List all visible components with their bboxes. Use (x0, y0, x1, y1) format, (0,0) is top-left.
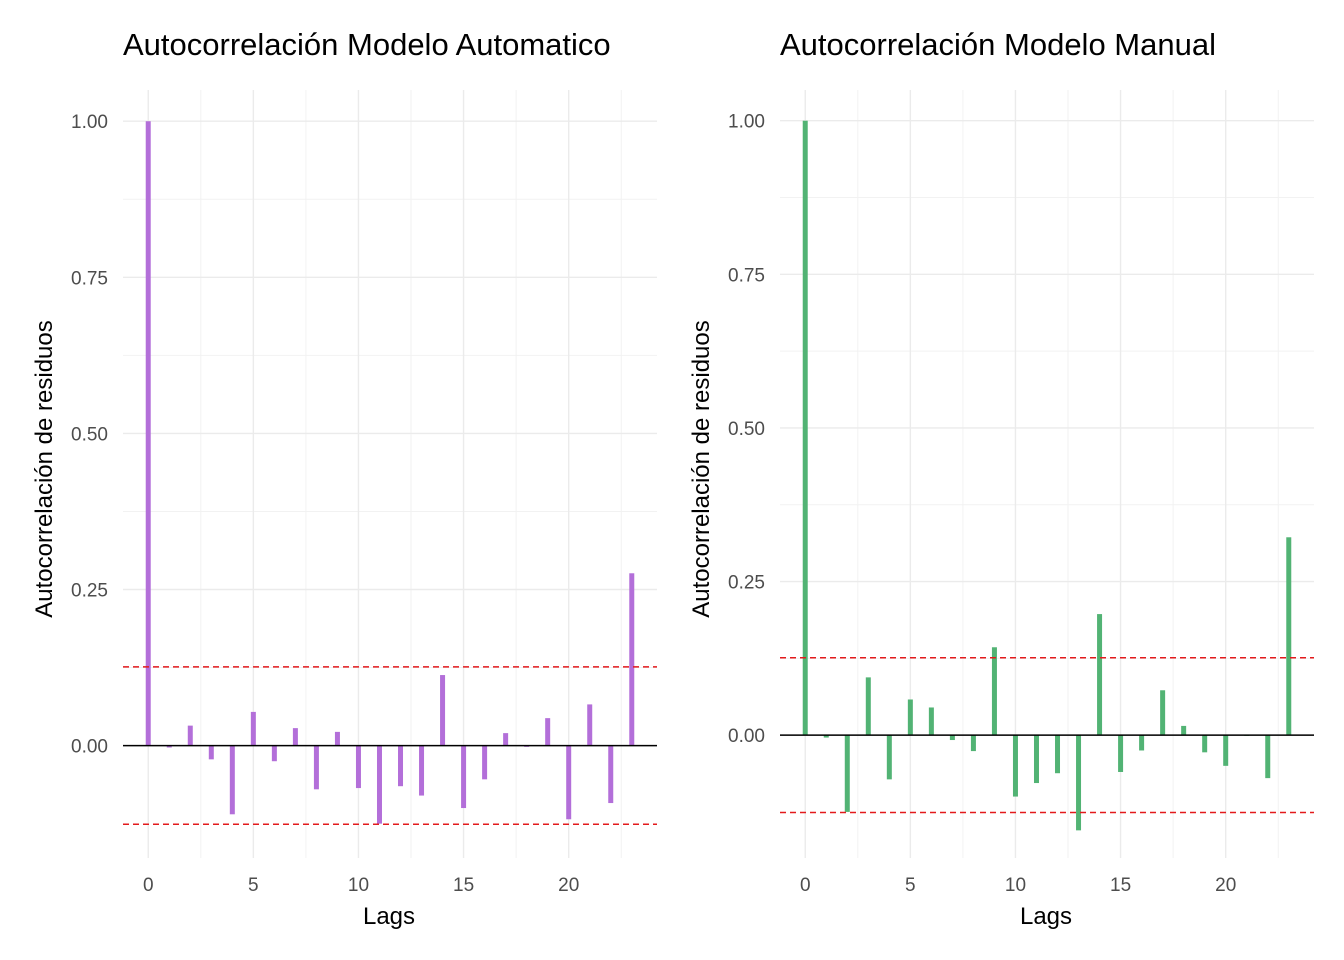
acf-bar (229, 745, 235, 815)
acf-bar (608, 745, 614, 804)
acf-bar (376, 745, 382, 824)
acf-bar (844, 735, 850, 812)
acf-bar (587, 704, 593, 746)
chart-title: Autocorrelación Modelo Automatico (123, 27, 611, 62)
x-tick-label: 5 (905, 875, 916, 896)
y-axis-title: Autocorrelación de residuos (31, 320, 58, 618)
acf-bar (313, 745, 319, 790)
acf-bar (1223, 735, 1229, 766)
x-tick-label: 10 (348, 875, 369, 896)
acf-bar (355, 745, 361, 789)
acf-bar (823, 735, 829, 738)
x-tick-label: 0 (800, 875, 811, 896)
x-tick-label: 20 (1215, 875, 1236, 896)
acf-bar (991, 647, 997, 736)
acf-bar (1265, 735, 1271, 779)
acf-bar (886, 735, 892, 780)
x-tick-label: 15 (453, 875, 474, 896)
acf-panel-manual: Autocorrelación Modelo Manual Lags Autoc… (688, 27, 1314, 930)
acf-bar (1139, 735, 1145, 751)
acf-bar (1181, 725, 1187, 736)
y-axis-title: Autocorrelación de residuos (688, 320, 715, 618)
acf-panel-automatico: Autocorrelación Modelo Automatico Lags A… (31, 27, 657, 930)
y-tick-label: 0.50 (71, 424, 108, 445)
acf-bar (1202, 735, 1208, 753)
acf-bars (802, 120, 1292, 831)
y-tick-label: 1.00 (728, 112, 765, 133)
acf-bar (271, 745, 277, 762)
acf-bars (145, 121, 635, 824)
x-tick-label: 20 (558, 875, 579, 896)
acf-bar (419, 745, 425, 796)
x-axis-title: Lags (363, 903, 415, 930)
acf-bar (461, 745, 467, 809)
acf-bar (1097, 614, 1103, 736)
acf-bar (334, 731, 340, 746)
acf-bar (292, 728, 298, 746)
grid (780, 90, 1314, 858)
acf-bar (440, 675, 446, 746)
acf-bar (1076, 735, 1082, 831)
acf-bar (1055, 735, 1061, 774)
acf-bar (1286, 537, 1292, 736)
grid (123, 90, 657, 858)
acf-bar (566, 745, 572, 820)
x-tick-label: 10 (1005, 875, 1026, 896)
chart-title: Autocorrelación Modelo Manual (780, 27, 1216, 62)
acf-bar (865, 677, 871, 736)
acf-bar (1118, 735, 1124, 772)
acf-bar (166, 745, 172, 748)
y-tick-label: 0.25 (728, 573, 765, 594)
acf-bar (250, 711, 256, 746)
acf-bar (187, 725, 193, 746)
acf-bar (1033, 735, 1039, 784)
acf-bar (208, 745, 214, 760)
acf-bar (1012, 735, 1018, 797)
acf-bar (398, 745, 404, 787)
acf-bar (928, 707, 934, 736)
acf-bar (545, 718, 551, 746)
y-tick-label: 0.75 (728, 265, 765, 286)
x-axis-title: Lags (1020, 903, 1072, 930)
acf-bar (145, 121, 151, 746)
acf-bar (482, 745, 488, 780)
acf-bar (1160, 690, 1166, 736)
acf-bar (907, 699, 913, 736)
x-tick-label: 5 (248, 875, 259, 896)
y-tick-label: 0.50 (728, 419, 765, 440)
acf-bar (949, 735, 955, 741)
x-tick-label: 15 (1110, 875, 1131, 896)
y-tick-label: 1.00 (71, 112, 108, 133)
y-tick-label: 0.75 (71, 268, 108, 289)
y-tick-label: 0.00 (71, 737, 108, 758)
acf-bar (503, 733, 509, 746)
acf-bar (970, 735, 976, 752)
acf-bar (629, 573, 635, 746)
y-tick-label: 0.25 (71, 581, 108, 602)
y-tick-label: 0.00 (728, 726, 765, 747)
acf-bar (802, 120, 808, 736)
x-tick-label: 0 (143, 875, 154, 896)
